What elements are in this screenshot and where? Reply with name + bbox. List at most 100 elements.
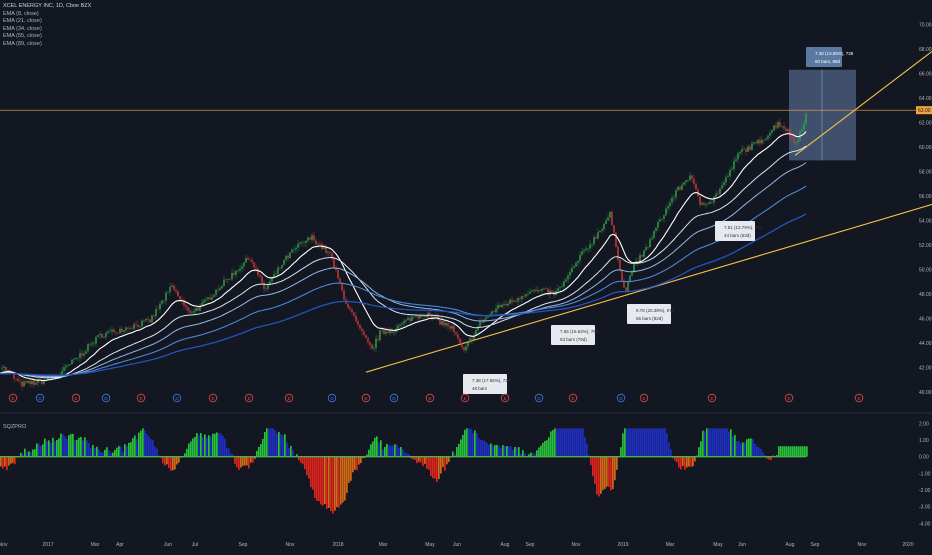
oscillator-bar [110,452,112,457]
candle-body [191,312,193,313]
oscillator-bar [476,432,478,457]
oscillator-bar [510,446,512,457]
oscillator-bar [528,454,530,457]
candle-body [559,287,561,289]
candle-body [365,335,367,339]
candle-body [557,288,559,291]
oscillator-bar [722,428,724,457]
time-axis-tick: Jun [453,542,461,548]
candle-body [283,259,285,266]
oscillator-bar [690,456,692,467]
candle-body [663,215,665,219]
candle-body [473,335,475,340]
oscillator-bar [428,456,430,470]
candle-body [43,379,45,384]
candle-body [753,142,755,144]
candle-body [215,289,217,295]
oscillator-bar [0,456,2,467]
oscillator-bar [112,452,114,457]
oscillator-bar [402,449,404,457]
price-axis-tick: 66.00 [919,71,932,77]
oscillator-bar [34,449,36,457]
candle-body [129,328,131,330]
oscillator-bar [634,428,636,457]
oscillator-bar [206,437,208,457]
candle-body [83,353,85,356]
oscillator-bar [692,456,694,467]
candle-body [213,294,215,298]
oscillator-bar [248,456,250,469]
oscillator-bar [668,442,670,457]
candle-body [791,137,793,138]
oscillator-bar [134,435,136,457]
oscillator-bar [218,432,220,457]
candle-body [655,227,657,231]
oscillator-bar [360,456,362,464]
candle-body [575,262,577,267]
candle-body [613,225,615,233]
time-axis-tick: 2019 [617,542,628,548]
candle-body [443,321,445,326]
oscillator-bar [86,440,88,457]
oscillator-bar [546,440,548,457]
candle-body [251,260,253,263]
current-price-tag [916,106,932,115]
candle-body [469,338,471,343]
oscillator-bar [572,428,574,457]
oscillator-bar [430,456,432,477]
candle-body [153,315,155,317]
candle-body [409,317,411,321]
oscillator-bar [382,449,384,457]
oscillator-bar [266,428,268,457]
candle-body [703,203,705,205]
oscillator-bar [414,456,416,461]
candle-body [199,305,201,311]
oscillator-bar [316,456,318,501]
candle-body [541,288,543,291]
candle-body [693,178,695,184]
event-marker-letter: E [287,396,290,401]
oscillator-bar [612,456,614,490]
time-axis-tick: Mar [91,542,100,548]
candle-body [517,298,519,302]
oscillator-bar [132,438,134,457]
event-marker [616,393,626,403]
candle-body [709,202,711,204]
candle-body [591,244,593,245]
time-axis-tick: Nov [572,542,581,548]
candle-body [149,319,151,323]
oscillator-bar [652,428,654,457]
oscillator-bar [776,455,778,457]
candle-body [657,221,659,228]
candle-body [475,330,477,336]
candle-body [421,315,423,317]
candle-body [513,300,515,302]
oscillator-bar [626,428,628,457]
oscillator-bar [790,446,792,457]
oscillator-bar [710,428,712,457]
oscillator-bar [370,444,372,457]
candle-body [509,299,511,304]
candle-body [439,319,441,325]
candle-body [219,288,221,291]
candle-body [761,140,763,144]
oscillator-bar [412,456,414,460]
oscillator-bar [188,443,190,457]
oscillator-bar [302,456,304,465]
oscillator-bar [354,456,356,470]
time-axis-tick: Sep [526,542,535,548]
time-axis-tick: 2018 [332,542,343,548]
candle-body [599,230,601,233]
time-axis-tick: May [713,542,723,548]
candle-body [147,318,149,320]
oscillator-bar [512,449,514,457]
candle-body [545,288,547,290]
candle-body [77,357,79,359]
oscillator-bar [584,436,586,457]
candle-body [259,275,261,277]
event-marker [425,393,435,403]
candle-body [171,285,173,288]
oscillator-bar [514,447,516,457]
candle-body [145,318,147,321]
candle-body [529,291,531,294]
